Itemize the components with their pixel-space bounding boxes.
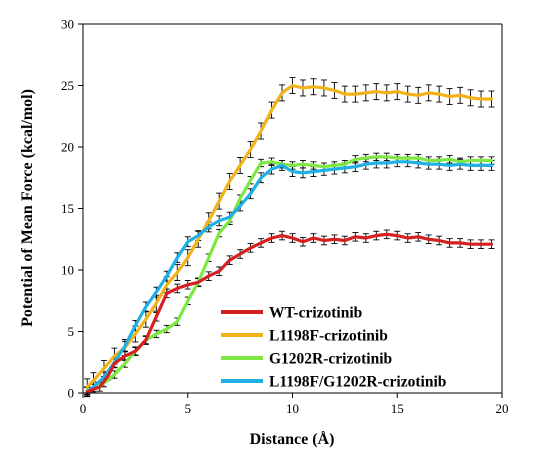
y-tick-label: 15 [61, 201, 74, 216]
y-tick-label: 5 [68, 324, 75, 339]
legend-label: G1202R-crizotinib [269, 351, 392, 368]
x-tick-label: 5 [185, 401, 192, 416]
x-tick-label: 15 [391, 401, 404, 416]
legend-label: WT-crizotinib [269, 305, 362, 322]
x-axis-label: Distance (Å) [250, 430, 335, 448]
y-axis-ticks: 0 5 10 15 20 25 30 [61, 17, 83, 401]
y-tick-label: 30 [61, 17, 74, 32]
y-tick-label: 25 [61, 78, 74, 93]
legend-label: L1198F/G1202R-crizotinib [269, 374, 446, 391]
legend-label: L1198F-crizotinib [269, 328, 388, 345]
x-tick-label: 0 [80, 401, 87, 416]
x-tick-label: 10 [286, 401, 299, 416]
x-axis-ticks: 0 5 10 15 20 [80, 393, 509, 416]
y-tick-label: 0 [68, 386, 75, 401]
y-axis-label: Potential of Mean Force (kcal/mol) [19, 89, 36, 327]
y-tick-label: 20 [61, 140, 74, 155]
x-tick-label: 20 [496, 401, 509, 416]
y-tick-label: 10 [61, 263, 74, 278]
